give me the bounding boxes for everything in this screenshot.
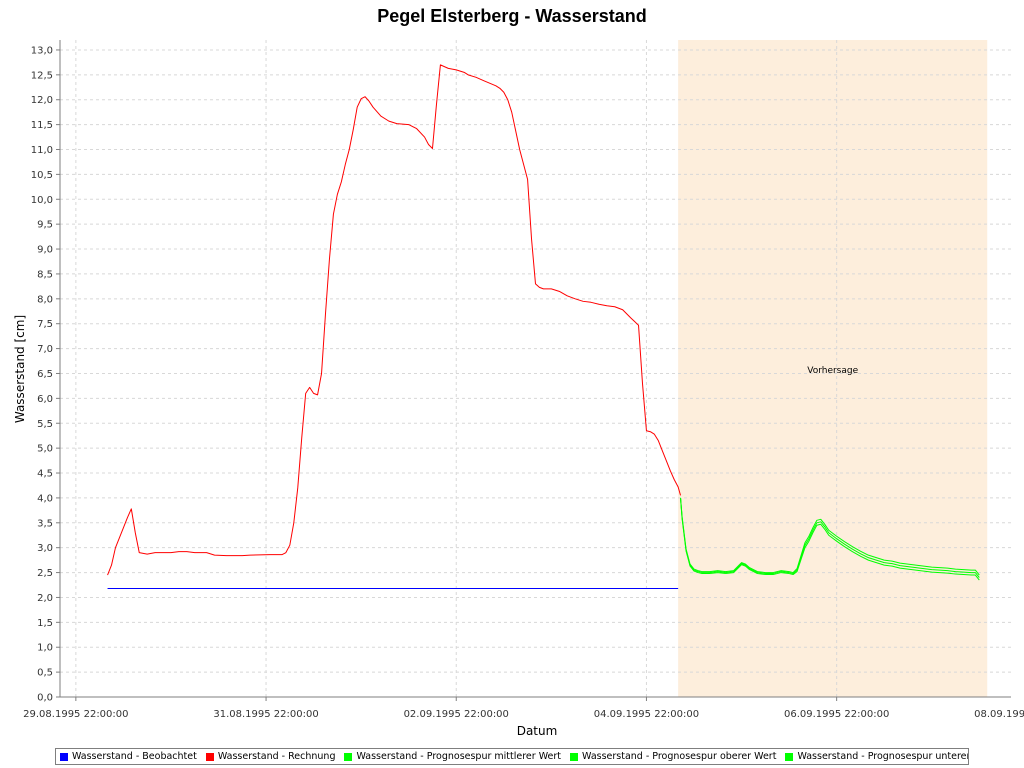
y-tick-label: 12,0 xyxy=(31,95,53,106)
y-tick-label: 11,0 xyxy=(31,145,53,156)
y-tick-label: 0,5 xyxy=(37,668,53,679)
axes-layer: 0,0 0,5 1,0 1,5 2,0 2,5 3,0 3,5 4,0 4,5 5,0 5,5 6,0 6… xyxy=(23,40,1024,720)
x-tick-label: 31.08.1995 22:00:00 xyxy=(213,709,318,720)
legend-item: Wasserstand - Rechnung xyxy=(205,751,336,762)
y-tick-label: 12,5 xyxy=(31,70,53,81)
y-tick-label: 1,5 xyxy=(37,618,53,629)
legend-swatch xyxy=(344,752,353,761)
y-tick-label: 2,5 xyxy=(37,568,53,579)
y-tick-label: 8,0 xyxy=(37,294,53,305)
legend-label: Wasserstand - Beobachtet xyxy=(72,751,197,762)
x-tick-label: 29.08.1995 22:00:00 xyxy=(23,709,128,720)
y-tick-label: 2,0 xyxy=(37,593,53,604)
y-tick-label: 7,5 xyxy=(37,319,53,330)
series-line-4 xyxy=(680,497,980,576)
x-tick-label: 04.09.1995 22:00:00 xyxy=(594,709,699,720)
legend-swatch xyxy=(60,752,68,761)
y-tick-label: 10,5 xyxy=(31,170,53,181)
legend: Wasserstand - Beobachtet Wasserstand - Re… xyxy=(55,748,969,765)
y-tick-label: 8,5 xyxy=(37,269,53,280)
y-tick-label: 9,5 xyxy=(37,220,53,231)
y-tick-label: 1,0 xyxy=(37,643,53,654)
series-line-5 xyxy=(680,497,980,581)
legend-swatch xyxy=(570,752,579,761)
x-tick-label: 06.09.1995 22:00:00 xyxy=(784,709,889,720)
legend-label: Wasserstand - Prognosespur mittlerer Wer… xyxy=(356,751,562,762)
y-tick-label: 6,0 xyxy=(37,394,53,405)
legend-item: Wasserstand - Beobachtet xyxy=(60,751,197,762)
forecast-region-layer: Vorhersage xyxy=(678,40,988,697)
legend-swatch xyxy=(205,752,214,761)
chart-title: Pegel Elsterberg - Wasserstand xyxy=(377,6,647,26)
y-tick-label: 3,0 xyxy=(37,543,53,554)
y-tick-label: 6,5 xyxy=(37,369,53,380)
forecast-region-label: Vorhersage xyxy=(807,366,858,376)
x-tick-label: 02.09.1995 22:00:00 xyxy=(404,709,509,720)
legend-item: Wasserstand - Prognosespur oberer Wert xyxy=(570,751,776,762)
forecast-region xyxy=(678,40,988,697)
legend-label: Wasserstand - Prognosespur unterer Wert xyxy=(797,751,969,762)
legend-label: Wasserstand - Rechnung xyxy=(217,751,336,762)
legend-item: Wasserstand - Prognosespur mittlerer Wer… xyxy=(344,751,561,762)
series-line-2 xyxy=(107,64,682,576)
y-tick-label: 13,0 xyxy=(31,45,53,56)
y-tick-label: 3,5 xyxy=(37,518,53,529)
y-tick-label: 4,5 xyxy=(37,469,53,480)
y-tick-label: 9,0 xyxy=(37,245,53,256)
y-tick-label: 4,0 xyxy=(37,493,53,504)
y-tick-label: 5,0 xyxy=(37,444,53,455)
legend-label: Wasserstand - Prognosespur oberer Wert xyxy=(582,751,777,762)
y-tick-label: 11,5 xyxy=(31,120,53,131)
x-axis-label: Datum xyxy=(517,724,558,738)
y-tick-label: 5,5 xyxy=(37,419,53,430)
series-layer xyxy=(107,64,980,589)
legend-swatch xyxy=(785,752,794,761)
y-axis-label: Wasserstand [cm] xyxy=(13,315,27,423)
legend-item: Wasserstand - Prognosespur unterer Wert xyxy=(785,751,969,762)
x-tick-label: 08.09.1995 22:00:00 xyxy=(974,709,1024,720)
series-line-3 xyxy=(680,497,980,578)
y-tick-label: 0,0 xyxy=(37,693,53,704)
y-tick-label: 7,0 xyxy=(37,344,53,355)
y-tick-label: 10,0 xyxy=(31,195,53,206)
